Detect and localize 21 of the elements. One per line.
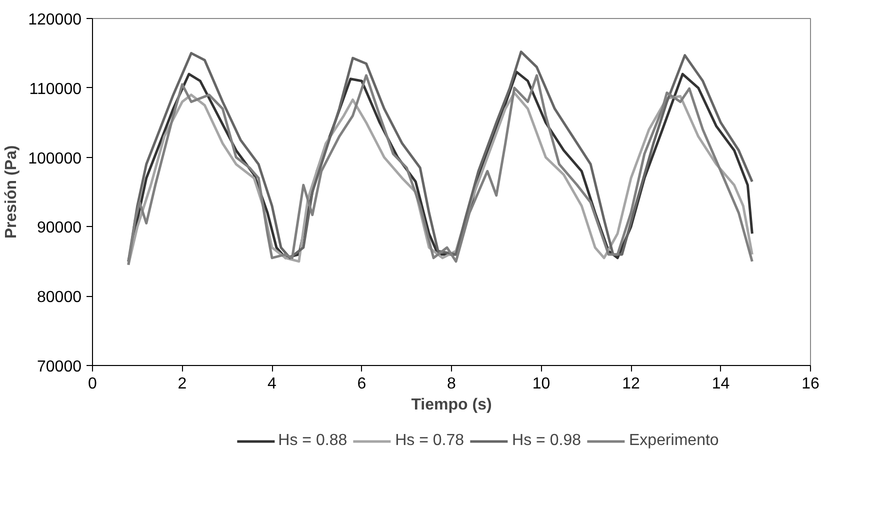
- y-tick-label: 120000: [28, 12, 82, 28]
- y-axis-title: Presión (Pa): [3, 145, 20, 239]
- y-tick-label: 70000: [37, 358, 82, 376]
- legend-label: Hs = 0.78: [395, 432, 464, 450]
- legend-label: Hs = 0.98: [512, 432, 581, 450]
- y-tick-label: 90000: [37, 220, 82, 237]
- y-tick-label: 110000: [29, 80, 82, 98]
- x-axis-title: Tiempo (s): [411, 396, 492, 414]
- y-tick-label: 80000: [37, 289, 82, 306]
- x-tick-label: 12: [622, 376, 640, 392]
- x-tick-label: 14: [712, 376, 730, 392]
- x-tick-label: 2: [178, 376, 187, 392]
- x-tick-label: 4: [268, 376, 277, 392]
- legend-label: Hs = 0.88: [278, 432, 348, 450]
- x-tick-label: 10: [532, 376, 550, 392]
- y-tick-label: 100000: [28, 150, 82, 168]
- legend-label: Experimento: [628, 432, 719, 450]
- x-tick-label: 6: [357, 376, 366, 392]
- x-tick-label: 0: [88, 376, 98, 392]
- x-tick-label: 16: [802, 376, 820, 392]
- x-tick-label: 8: [447, 376, 456, 392]
